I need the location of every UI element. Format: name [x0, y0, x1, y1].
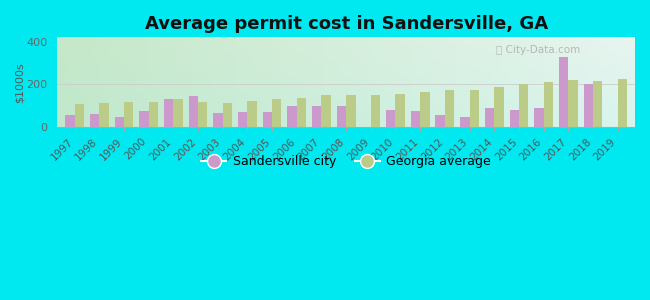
Bar [272, 99, 281, 127]
Bar [174, 99, 183, 127]
Bar [436, 116, 445, 127]
Bar [263, 112, 272, 127]
Bar [559, 57, 568, 127]
Bar [593, 81, 603, 127]
Bar [198, 102, 207, 127]
Bar [322, 95, 331, 127]
Bar [238, 112, 248, 127]
Text: Ⓢ City-Data.com: Ⓢ City-Data.com [497, 44, 580, 55]
Bar [534, 108, 543, 127]
Bar [370, 95, 380, 127]
Bar [90, 114, 99, 127]
Bar [65, 116, 75, 127]
Bar [386, 110, 395, 127]
Bar [411, 111, 420, 127]
Bar [223, 103, 232, 127]
Bar [312, 106, 322, 127]
Bar [584, 84, 593, 127]
Y-axis label: $1000s: $1000s [15, 62, 25, 103]
Bar [149, 102, 158, 127]
Bar [395, 94, 405, 127]
Bar [337, 106, 346, 127]
Title: Average permit cost in Sandersville, GA: Average permit cost in Sandersville, GA [144, 15, 548, 33]
Bar [519, 84, 528, 127]
Bar [543, 82, 553, 127]
Bar [213, 113, 223, 127]
Bar [420, 92, 430, 127]
Bar [75, 104, 84, 127]
Bar [188, 96, 198, 127]
Bar [114, 117, 124, 127]
Bar [485, 108, 494, 127]
Bar [287, 106, 297, 127]
Bar [494, 87, 504, 127]
Bar [139, 111, 149, 127]
Bar [469, 90, 479, 127]
Bar [124, 102, 133, 127]
Bar [99, 103, 109, 127]
Legend: Sandersville city, Georgia average: Sandersville city, Georgia average [196, 150, 496, 173]
Bar [346, 95, 356, 127]
Bar [248, 100, 257, 127]
Bar [164, 99, 174, 127]
Bar [568, 80, 578, 127]
Bar [618, 79, 627, 127]
Bar [445, 90, 454, 127]
Bar [510, 110, 519, 127]
Bar [297, 98, 306, 127]
Bar [460, 117, 469, 127]
